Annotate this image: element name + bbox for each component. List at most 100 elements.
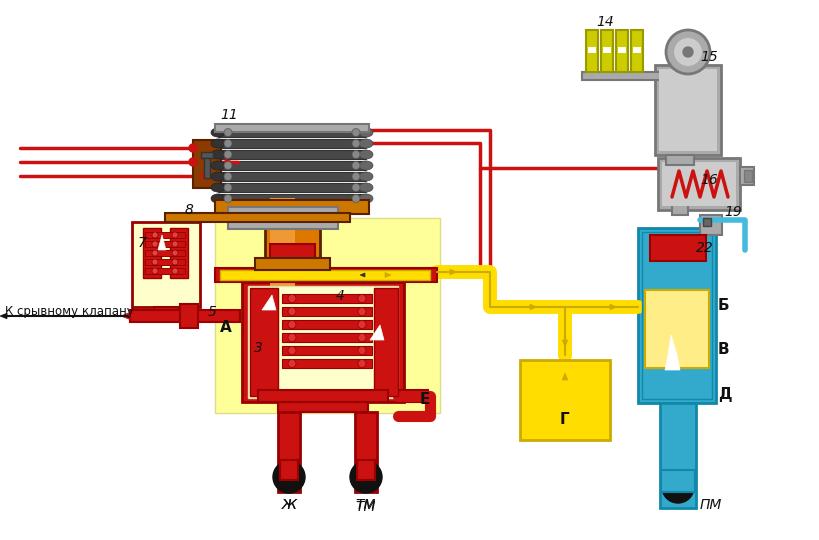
Polygon shape bbox=[158, 235, 165, 250]
Text: В: В bbox=[717, 342, 729, 357]
Circle shape bbox=[172, 268, 178, 274]
Bar bbox=[242, 282, 404, 402]
Polygon shape bbox=[664, 355, 679, 370]
Bar bbox=[218, 183, 365, 192]
Circle shape bbox=[172, 250, 178, 256]
Ellipse shape bbox=[210, 150, 224, 159]
Bar bbox=[282, 359, 372, 368]
Circle shape bbox=[672, 37, 702, 67]
Bar bbox=[645, 290, 708, 368]
Polygon shape bbox=[385, 273, 391, 278]
Text: А: А bbox=[219, 321, 232, 335]
Bar bbox=[218, 194, 365, 203]
Circle shape bbox=[350, 461, 382, 493]
Bar bbox=[657, 158, 739, 210]
Polygon shape bbox=[360, 273, 364, 277]
Polygon shape bbox=[262, 295, 276, 310]
Bar bbox=[615, 30, 627, 72]
Bar bbox=[661, 162, 735, 206]
Bar bbox=[218, 172, 365, 181]
Polygon shape bbox=[224, 159, 233, 165]
Circle shape bbox=[351, 129, 360, 137]
Bar bbox=[654, 65, 720, 155]
Circle shape bbox=[224, 161, 232, 170]
Circle shape bbox=[188, 144, 197, 152]
Text: 14: 14 bbox=[595, 15, 613, 29]
Bar bbox=[373, 288, 397, 396]
Ellipse shape bbox=[359, 194, 373, 203]
Bar bbox=[154, 307, 179, 321]
Ellipse shape bbox=[359, 150, 373, 159]
Circle shape bbox=[152, 232, 158, 238]
Bar bbox=[649, 235, 705, 261]
Bar bbox=[699, 215, 721, 235]
Bar bbox=[282, 333, 372, 342]
Text: Г: Г bbox=[559, 413, 569, 428]
Circle shape bbox=[224, 184, 232, 192]
Circle shape bbox=[287, 321, 296, 328]
Circle shape bbox=[358, 360, 365, 368]
Circle shape bbox=[287, 334, 296, 341]
Bar bbox=[278, 412, 300, 492]
Bar bbox=[218, 128, 365, 137]
Polygon shape bbox=[529, 304, 536, 310]
Bar bbox=[282, 320, 372, 329]
Bar bbox=[659, 403, 695, 508]
Ellipse shape bbox=[359, 139, 373, 148]
Bar bbox=[519, 360, 609, 440]
Ellipse shape bbox=[210, 139, 224, 148]
Bar bbox=[180, 304, 197, 328]
Circle shape bbox=[224, 151, 232, 159]
Bar bbox=[278, 402, 368, 412]
Text: 11: 11 bbox=[219, 108, 238, 122]
Bar bbox=[602, 47, 610, 53]
Bar bbox=[282, 307, 372, 316]
Text: 8: 8 bbox=[185, 203, 193, 217]
Bar bbox=[672, 100, 687, 215]
Text: 22: 22 bbox=[695, 241, 713, 255]
Bar bbox=[743, 170, 751, 182]
Bar bbox=[397, 390, 428, 402]
Polygon shape bbox=[562, 373, 567, 380]
Bar bbox=[258, 390, 387, 402]
Circle shape bbox=[351, 139, 360, 147]
Bar bbox=[279, 460, 297, 480]
Ellipse shape bbox=[359, 128, 373, 137]
Bar bbox=[658, 69, 716, 151]
Circle shape bbox=[152, 250, 158, 256]
Ellipse shape bbox=[359, 183, 373, 192]
Bar bbox=[132, 222, 200, 307]
Bar bbox=[586, 30, 597, 72]
Ellipse shape bbox=[359, 161, 373, 170]
Bar bbox=[215, 268, 437, 282]
Bar bbox=[356, 460, 374, 480]
Text: Б: Б bbox=[717, 298, 729, 313]
Bar bbox=[145, 232, 185, 238]
Bar bbox=[641, 232, 711, 399]
Text: К срывному клапану: К срывному клапану bbox=[5, 306, 133, 319]
Bar bbox=[201, 152, 213, 158]
Circle shape bbox=[152, 259, 158, 265]
Bar bbox=[587, 47, 595, 53]
Circle shape bbox=[661, 471, 693, 503]
Bar bbox=[215, 200, 369, 214]
Circle shape bbox=[273, 461, 305, 493]
Bar bbox=[145, 268, 185, 274]
Circle shape bbox=[224, 129, 232, 137]
Circle shape bbox=[152, 241, 158, 247]
Text: Ж: Ж bbox=[281, 498, 296, 512]
Polygon shape bbox=[201, 173, 210, 179]
Ellipse shape bbox=[359, 172, 373, 181]
Ellipse shape bbox=[210, 183, 224, 192]
Bar bbox=[702, 218, 710, 226]
Bar bbox=[215, 218, 440, 413]
Bar bbox=[218, 139, 365, 148]
Circle shape bbox=[224, 139, 232, 147]
Bar bbox=[265, 195, 319, 330]
Circle shape bbox=[188, 158, 197, 166]
Circle shape bbox=[351, 184, 360, 192]
Circle shape bbox=[682, 47, 692, 57]
Circle shape bbox=[172, 241, 178, 247]
Bar bbox=[600, 30, 613, 72]
Circle shape bbox=[665, 30, 709, 74]
